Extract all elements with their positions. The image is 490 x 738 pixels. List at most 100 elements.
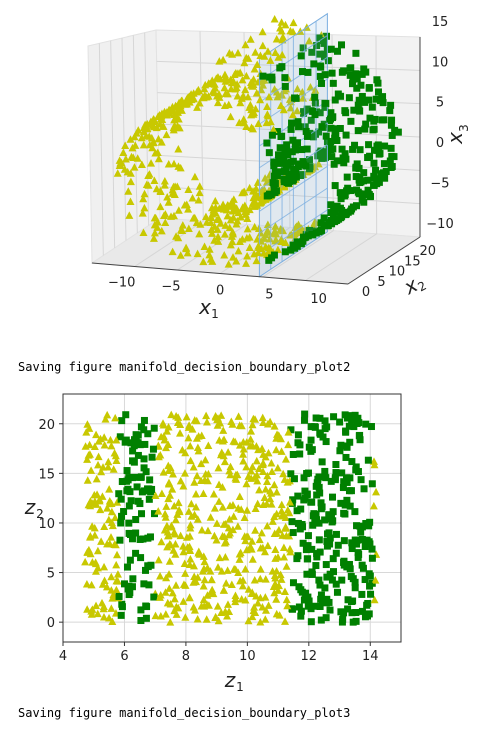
data-point-triangle	[201, 470, 210, 478]
data-point-square	[336, 189, 344, 197]
data-point-square	[370, 181, 378, 189]
data-point-square	[125, 591, 133, 599]
data-point-triangle	[225, 466, 234, 475]
data-point-triangle	[197, 526, 206, 534]
data-point-square	[375, 150, 383, 158]
data-point-triangle	[256, 574, 265, 583]
data-point-square	[294, 492, 302, 500]
data-point-triangle	[231, 84, 240, 93]
data-point-triangle	[165, 109, 174, 117]
points-group	[81, 410, 381, 626]
data-point-square	[314, 479, 322, 487]
data-point-triangle	[248, 612, 257, 621]
data-point-triangle	[369, 501, 378, 510]
data-point-triangle	[98, 492, 107, 500]
data-point-triangle	[167, 410, 176, 419]
data-point-triangle	[156, 591, 165, 599]
data-point-square	[381, 174, 389, 182]
data-point-square	[332, 469, 340, 477]
data-point-square	[359, 564, 367, 572]
data-point-square	[334, 541, 342, 549]
data-point-square	[320, 39, 328, 47]
data-point-square	[308, 568, 316, 576]
data-point-square	[294, 519, 302, 527]
data-point-triangle	[256, 198, 265, 206]
data-point-triangle	[274, 586, 283, 594]
data-point-triangle	[213, 421, 222, 429]
data-point-square	[288, 119, 296, 127]
data-point-square	[322, 599, 330, 607]
data-point-triangle	[134, 126, 143, 134]
data-point-triangle	[130, 163, 139, 171]
data-point-triangle	[93, 490, 102, 498]
data-point-triangle	[215, 497, 224, 505]
data-point-square	[318, 123, 326, 131]
data-point-square	[142, 468, 150, 476]
x-axis-label-sub: 1	[236, 680, 244, 694]
data-point-triangle	[154, 154, 163, 163]
data-point-triangle	[282, 595, 291, 604]
data-point-square	[361, 98, 369, 106]
data-point-triangle	[242, 259, 251, 267]
y-axis-label-sub: 2	[36, 507, 44, 521]
data-point-triangle	[176, 251, 185, 259]
data-point-square	[388, 152, 396, 160]
data-point-square	[368, 103, 376, 111]
data-point-triangle	[257, 528, 266, 537]
data-point-triangle	[239, 456, 248, 465]
data-point-square	[336, 418, 344, 426]
data-point-square	[337, 441, 345, 449]
data-point-triangle	[288, 110, 297, 119]
data-point-square	[338, 145, 346, 153]
data-point-square	[358, 70, 366, 78]
x1-tick-label: 10	[310, 292, 327, 307]
data-point-square	[378, 116, 386, 124]
data-point-triangle	[314, 159, 323, 168]
data-point-square	[294, 118, 302, 126]
data-point-triangle	[234, 208, 243, 217]
data-point-triangle	[195, 182, 204, 190]
data-point-triangle	[263, 541, 272, 550]
data-point-triangle	[200, 602, 209, 610]
data-point-triangle	[248, 537, 257, 545]
data-point-triangle	[92, 601, 101, 610]
data-point-triangle	[151, 149, 160, 157]
data-point-triangle	[271, 48, 280, 56]
data-point-square	[363, 601, 371, 609]
data-point-triangle	[160, 526, 169, 534]
data-point-triangle	[179, 547, 188, 556]
data-point-square	[295, 123, 303, 131]
data-point-triangle	[280, 182, 289, 191]
data-point-triangle	[175, 505, 184, 514]
data-point-triangle	[174, 206, 183, 214]
data-point-square	[123, 467, 131, 475]
data-point-square	[387, 101, 395, 109]
data-point-triangle	[172, 581, 181, 589]
data-point-triangle	[113, 169, 122, 177]
data-point-triangle	[112, 560, 121, 569]
data-point-triangle	[147, 159, 156, 167]
data-point-square	[127, 497, 135, 505]
data-point-triangle	[152, 184, 161, 193]
data-point-triangle	[248, 82, 257, 90]
data-point-square	[316, 581, 324, 589]
data-point-square	[327, 124, 335, 132]
data-point-triangle	[262, 118, 271, 127]
data-point-square	[386, 107, 394, 115]
data-point-square	[358, 590, 366, 598]
data-point-square	[370, 117, 378, 125]
data-point-triangle	[157, 537, 166, 546]
data-point-triangle	[109, 465, 118, 473]
data-point-triangle	[277, 506, 286, 515]
data-point-square	[289, 529, 297, 537]
data-point-triangle	[86, 533, 95, 541]
data-point-square	[375, 175, 383, 183]
data-point-square	[122, 411, 130, 419]
data-point-triangle	[219, 585, 228, 594]
data-point-triangle	[168, 485, 177, 493]
data-point-square	[276, 168, 284, 176]
data-point-triangle	[193, 614, 202, 623]
data-point-square	[312, 562, 320, 570]
data-point-square	[315, 228, 323, 236]
data-point-square	[300, 234, 308, 242]
